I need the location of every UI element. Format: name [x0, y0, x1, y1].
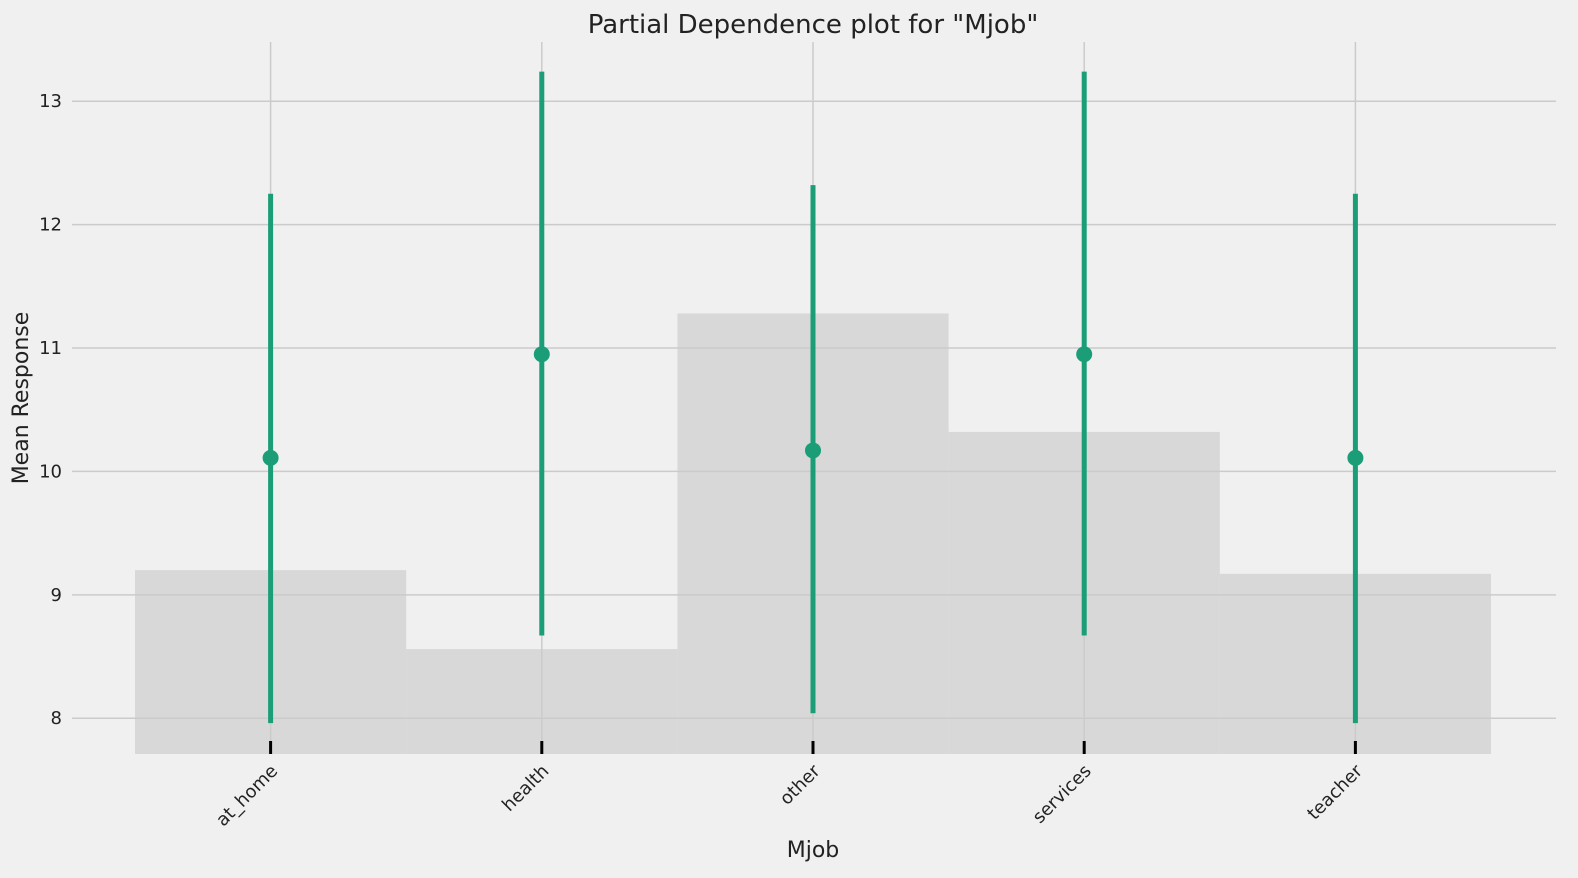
marks-layer: [262, 71, 1364, 724]
y-tick-label-13: 13: [39, 91, 62, 112]
y-tick-label-10: 10: [39, 461, 62, 482]
y-tick-label-12: 12: [39, 215, 62, 236]
y-tick-label-8: 8: [51, 708, 62, 729]
mean-point-other: [805, 442, 821, 459]
mean-point-services: [1076, 346, 1093, 363]
y-tick-label-11: 11: [39, 338, 62, 359]
mean-point-at_home: [262, 449, 279, 466]
y-axis-label: Mean Response: [9, 312, 34, 485]
x-axis-label: Mjob: [787, 838, 840, 863]
y-tick-label-9: 9: [51, 585, 62, 606]
mean-point-health: [533, 346, 550, 363]
mean-point-teacher: [1347, 449, 1364, 466]
chart-title: Partial Dependence plot for "Mjob": [588, 10, 1039, 40]
